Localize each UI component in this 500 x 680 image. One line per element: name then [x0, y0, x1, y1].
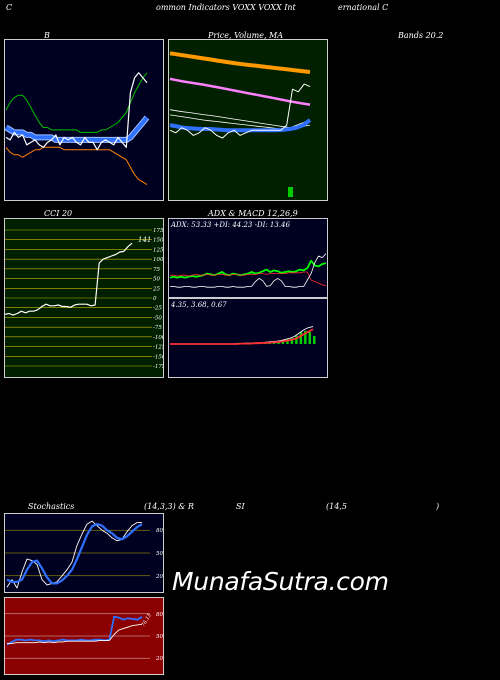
cci-ytick-label: 0	[153, 296, 157, 302]
bb-middle-line	[4, 116, 149, 142]
adx-minusDI-line	[170, 271, 327, 286]
ma-price-line	[169, 83, 311, 139]
macd-values-label: 4.35, 3.68, 0.67	[170, 301, 227, 309]
volume-bar	[288, 187, 293, 197]
stoch-ytick-label: 20	[155, 574, 163, 580]
bb-lower-line	[5, 146, 148, 186]
macd-histogram-bar	[304, 330, 307, 344]
adx-ADX-line	[170, 253, 327, 288]
bollinger-panel	[4, 39, 164, 201]
bb-title-2: Bands 20.2	[398, 31, 444, 40]
adx-title: ADX & MACD 12,26,9	[208, 209, 298, 218]
macd-histogram-bar	[286, 339, 289, 344]
cci-ytick-label: -75	[153, 325, 162, 331]
cci-line	[4, 242, 133, 316]
ma-blue-line	[169, 118, 312, 133]
macd-histogram-bar	[295, 335, 298, 344]
bb-price-line	[5, 72, 148, 151]
macd-histogram-bar	[299, 332, 303, 344]
stochastics-panel: 80 50 20	[4, 513, 164, 593]
ma-pink-line	[169, 77, 311, 106]
macd-histogram-bar	[277, 341, 280, 344]
cci-ytick-label: 50	[153, 277, 160, 283]
macd-signal-line	[170, 328, 314, 345]
macd-histogram-bar	[308, 332, 312, 344]
watermark: MunafaSutra.com	[172, 567, 389, 596]
ma-title: Price, Volume, MA	[208, 31, 284, 40]
rsi-params-end: )	[436, 502, 440, 511]
stoch-ytick-label: 50	[156, 551, 163, 557]
macd-histogram-bar	[313, 335, 316, 344]
rsi-ytick-label: 80	[156, 612, 163, 618]
macd-histogram-bar	[290, 338, 294, 344]
header-center: ommon Indicators VOXX VOXX Int	[156, 3, 296, 12]
cci-panel: 175 150 125 100 75 50 25 0 -25 -50 -75 -100 -125 -150…	[4, 218, 164, 378]
price-ma-panel	[168, 39, 328, 201]
cci-ytick-label: 125	[153, 247, 164, 253]
cci-ytick-label: -125	[153, 345, 164, 351]
header-left: C	[6, 3, 13, 12]
stoch-title: Stochastics	[28, 502, 75, 511]
bb-title: B	[44, 31, 50, 40]
cci-ytick-label: 25	[152, 286, 160, 292]
stoch-ytick-label: 80	[156, 528, 163, 534]
cci-ytick-label: -50	[153, 315, 162, 321]
rsi-title: SI	[236, 502, 245, 511]
adx-panel: ADX: 53.33 +DI: 44.23 -DI: 13.46	[168, 218, 328, 298]
rsi-line	[6, 615, 143, 646]
rsi-ytick-label: 20	[155, 656, 163, 662]
adx-plusDI-line	[169, 259, 327, 279]
cci-ytick-label: 100	[153, 257, 164, 263]
stoch-params: (14,3,3) & R	[144, 502, 194, 511]
ma-white-1-line	[169, 109, 311, 129]
panel-frame	[168, 218, 328, 298]
cci-ytick-label: -25	[153, 306, 162, 312]
panel-frame	[168, 298, 328, 378]
rsi-ma-line	[7, 623, 143, 644]
panel-frame	[4, 39, 164, 201]
macd-panel: 4.35, 3.68, 0.67	[168, 298, 328, 378]
rsi-panel: 80 50 20 76.15	[4, 597, 164, 675]
cci-ytick-label: -150	[153, 354, 164, 360]
ma-orange-line	[169, 51, 311, 74]
cci-ytick-label: -175	[153, 364, 164, 370]
stoch-d-line	[6, 523, 143, 585]
cci-ytick-label: 175	[153, 228, 164, 234]
cci-ytick-label: -100	[153, 335, 164, 341]
cci-ytick-label: 75	[153, 267, 160, 273]
bb-upper-line	[5, 72, 148, 133]
cci-value-label: 141	[138, 236, 151, 244]
cci-ytick-label: 150	[153, 238, 164, 244]
adx-values-label: ADX: 53.33 +DI: 44.23 -DI: 13.46	[170, 221, 291, 229]
header-right: ernational C	[338, 3, 389, 12]
cci-title: CCI 20	[44, 209, 73, 218]
rsi-params: (14,5	[326, 502, 347, 511]
stoch-k-line	[6, 520, 142, 589]
rsi-ytick-label: 50	[156, 634, 163, 640]
